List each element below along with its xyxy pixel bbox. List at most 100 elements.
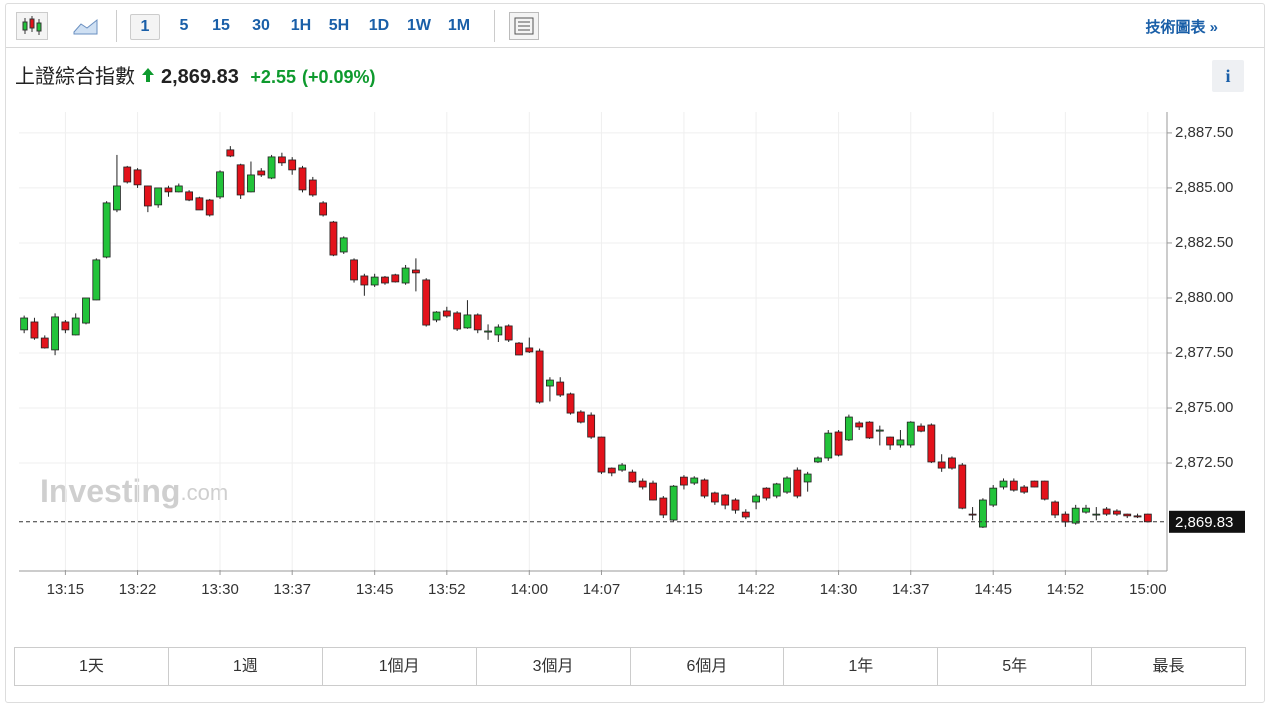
candle-body xyxy=(659,497,668,516)
candle-body xyxy=(927,424,936,463)
watermark: Investing.com xyxy=(40,473,228,509)
candle-body xyxy=(484,330,492,333)
candle-body xyxy=(391,274,400,283)
candle-body xyxy=(247,174,255,193)
candle-body xyxy=(1123,513,1132,517)
range-button[interactable]: 1個月 xyxy=(321,648,476,685)
interval-button[interactable]: 1M xyxy=(447,17,471,34)
candle-body xyxy=(803,473,812,483)
candle-body xyxy=(236,164,245,196)
candle-body xyxy=(154,187,163,206)
range-button[interactable]: 3個月 xyxy=(475,648,630,685)
watermark-brand: Investing xyxy=(40,473,180,509)
info-button[interactable]: i xyxy=(1212,60,1244,92)
last-price-label: 2,869.83 xyxy=(1175,514,1233,531)
candle-body xyxy=(700,479,709,497)
candle-icon[interactable] xyxy=(16,12,48,40)
x-tick-label: 14:00 xyxy=(511,581,549,598)
candle-body xyxy=(741,511,750,518)
candle-body xyxy=(875,429,884,432)
candle-body xyxy=(906,421,915,446)
candle-body xyxy=(731,499,740,511)
candle-body xyxy=(628,471,637,483)
quote-header: 上證綜合指數 2,869.83 +2.55 (+0.09%) xyxy=(15,60,382,89)
candle-body xyxy=(1051,501,1059,516)
candle-body xyxy=(979,499,987,528)
candle-body xyxy=(30,321,39,339)
range-button[interactable]: 5年 xyxy=(937,648,1091,685)
candle-body xyxy=(690,477,699,484)
candle-body xyxy=(1143,513,1152,523)
x-tick-label: 14:45 xyxy=(974,581,1012,598)
change: +2.55 xyxy=(250,67,296,87)
candle-body xyxy=(1102,508,1111,515)
change-percent: (+0.09%) xyxy=(301,67,376,87)
candle-body xyxy=(453,312,462,330)
interval-button[interactable]: 1D xyxy=(368,17,390,34)
candle-body xyxy=(422,279,431,326)
interval-button[interactable]: 5 xyxy=(179,17,189,34)
x-tick-label: 13:30 xyxy=(201,581,239,598)
candle-body xyxy=(556,381,565,396)
candle-body xyxy=(185,191,194,201)
candle-body xyxy=(721,494,730,506)
interval-button[interactable]: 1W xyxy=(407,17,431,34)
candle-body xyxy=(257,170,266,176)
candle-body xyxy=(1061,513,1070,523)
candle-body xyxy=(123,166,132,183)
interval-button[interactable]: 15 xyxy=(212,17,230,34)
candle-body xyxy=(463,314,472,329)
candle-body xyxy=(669,485,678,521)
x-tick-label: 14:37 xyxy=(892,581,930,598)
interval-button[interactable]: 1 xyxy=(130,14,160,40)
candle-body xyxy=(71,317,80,336)
range-button[interactable]: 1天 xyxy=(78,658,104,675)
news-icon[interactable] xyxy=(509,12,539,40)
y-tick-label: 2,875.00 xyxy=(1175,399,1233,416)
candle-body xyxy=(277,156,286,164)
area-icon[interactable] xyxy=(72,14,100,38)
y-tick-label: 2,885.00 xyxy=(1175,179,1233,196)
candle-body xyxy=(948,457,956,469)
price: 2,869.83 xyxy=(161,66,239,88)
watermark-suffix: .com xyxy=(180,480,228,505)
candle-body xyxy=(442,310,451,317)
candle-body xyxy=(638,480,647,488)
candle-body xyxy=(576,411,585,423)
candle-body xyxy=(432,311,441,321)
candle-body xyxy=(680,476,688,486)
range-button[interactable]: 最長 xyxy=(1091,648,1245,685)
interval-button[interactable]: 30 xyxy=(252,17,270,34)
candle-body xyxy=(82,297,90,324)
candle-body xyxy=(164,187,173,193)
x-tick-label: 14:30 xyxy=(820,581,858,598)
candle-body xyxy=(710,492,719,503)
candle-body xyxy=(525,347,534,353)
candle-body xyxy=(752,495,760,503)
divider xyxy=(494,10,495,42)
candle-body xyxy=(329,221,338,256)
candle-body xyxy=(587,414,596,438)
interval-button[interactable]: 1H xyxy=(290,17,312,34)
index-name: 上證綜合指數 xyxy=(15,66,135,88)
x-tick-label: 14:15 xyxy=(665,581,703,598)
range-button[interactable]: 1年 xyxy=(783,648,937,685)
candle-body xyxy=(113,185,121,211)
candle-body xyxy=(288,159,297,171)
candle-body xyxy=(772,483,781,497)
interval-button[interactable]: 5H xyxy=(328,17,350,34)
candle-body xyxy=(1133,515,1142,518)
candle-body xyxy=(504,325,513,341)
candle-body xyxy=(607,467,616,474)
candle-body xyxy=(1030,480,1039,488)
candle-body xyxy=(814,457,822,463)
range-button[interactable]: 6個月 xyxy=(629,648,784,685)
candle-body xyxy=(143,185,152,207)
x-tick-label: 14:52 xyxy=(1047,581,1085,598)
candle-body xyxy=(174,185,183,193)
range-button[interactable]: 1週 xyxy=(167,648,322,685)
candle-body xyxy=(917,425,925,432)
candle-body xyxy=(360,275,369,286)
technical-chart-link[interactable]: 技術圖表 » xyxy=(1145,19,1218,36)
candle-body xyxy=(216,171,224,198)
